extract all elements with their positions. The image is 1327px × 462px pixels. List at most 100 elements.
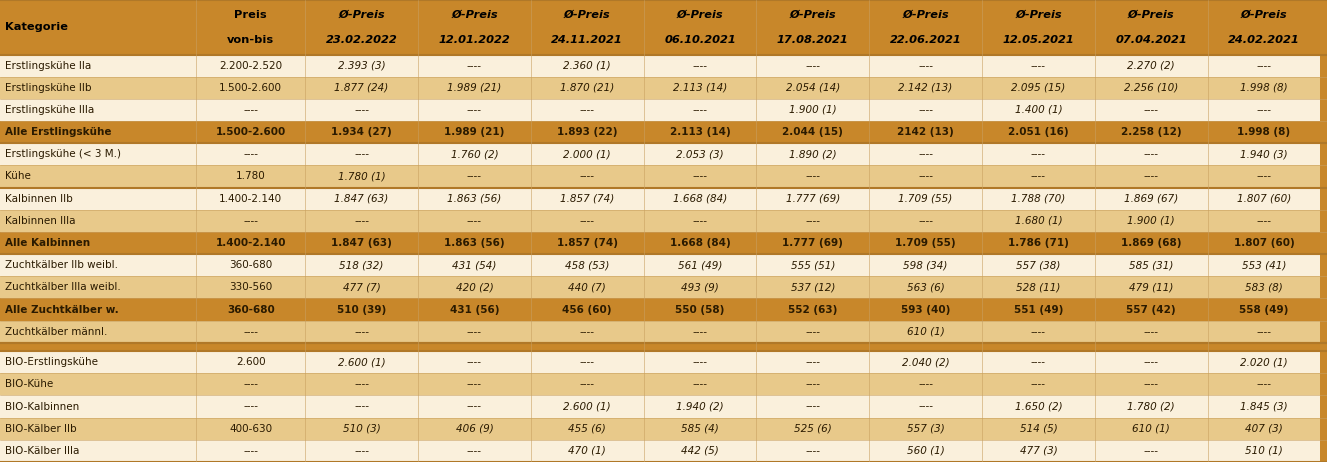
Bar [418,210,531,232]
Bar [0,121,196,143]
Text: ----: ---- [918,216,933,226]
Text: 1.668 (84): 1.668 (84) [670,238,730,248]
Bar [869,343,982,351]
Text: ----: ---- [580,357,594,367]
Text: 360-680: 360-680 [227,304,275,315]
Text: 514 (5): 514 (5) [1019,424,1058,434]
Bar [756,0,869,55]
Bar [305,232,418,254]
Text: 2142 (13): 2142 (13) [897,127,954,137]
Text: Erstlingskühe IIa: Erstlingskühe IIa [5,61,92,71]
Bar [0,232,196,254]
Text: 1.777 (69): 1.777 (69) [786,194,840,204]
Text: ----: ---- [693,171,707,182]
Bar [531,254,644,276]
Text: Erstlingskühe IIIa: Erstlingskühe IIIa [5,105,94,115]
Bar [869,165,982,188]
Bar [196,254,305,276]
Bar [644,55,756,77]
Text: ----: ---- [1031,379,1046,389]
Text: 553 (41): 553 (41) [1242,260,1286,270]
Bar [305,321,418,343]
Text: von-bis: von-bis [227,35,275,45]
Text: 1.890 (2): 1.890 (2) [790,149,836,159]
Bar [756,55,869,77]
Text: ----: ---- [467,401,482,412]
Text: ----: ---- [1031,327,1046,337]
Bar [982,276,1095,298]
Text: ----: ---- [805,357,820,367]
Text: 1.877 (24): 1.877 (24) [334,83,389,93]
Text: 2.270 (2): 2.270 (2) [1128,61,1174,71]
Text: ----: ---- [580,216,594,226]
Text: 330-560: 330-560 [230,282,272,292]
Bar [305,418,418,440]
Bar [756,143,869,165]
Bar [756,373,869,395]
Bar [305,55,418,77]
Text: ----: ---- [805,171,820,182]
Text: 557 (3): 557 (3) [906,424,945,434]
Bar [1208,0,1320,55]
Text: 1.940 (3): 1.940 (3) [1241,149,1287,159]
Text: 07.04.2021: 07.04.2021 [1115,35,1188,45]
Bar [418,373,531,395]
Bar [1095,143,1208,165]
Text: 598 (34): 598 (34) [904,260,947,270]
Bar [0,351,196,373]
Bar [0,55,196,77]
Text: 1.940 (2): 1.940 (2) [677,401,723,412]
Bar [756,232,869,254]
Text: 1.780: 1.780 [236,171,265,182]
Bar [756,418,869,440]
Text: 1.500-2.600: 1.500-2.600 [216,127,285,137]
Text: ----: ---- [243,216,259,226]
Text: ----: ---- [805,379,820,389]
Text: ----: ---- [693,216,707,226]
Text: ----: ---- [354,401,369,412]
Bar [644,165,756,188]
Bar [756,99,869,121]
Bar [196,343,305,351]
Bar [418,0,531,55]
Bar [531,373,644,395]
Text: 537 (12): 537 (12) [791,282,835,292]
Bar [982,210,1095,232]
Bar [0,254,196,276]
Bar [1095,373,1208,395]
Bar [1208,276,1320,298]
Bar [418,254,531,276]
Bar [1095,55,1208,77]
Text: ----: ---- [580,171,594,182]
Bar [1095,0,1208,55]
Text: ----: ---- [918,401,933,412]
Text: Alle Kalbinnen: Alle Kalbinnen [5,238,90,248]
Bar [418,165,531,188]
Text: 24.11.2021: 24.11.2021 [551,35,624,45]
Text: 1.863 (56): 1.863 (56) [447,194,502,204]
Bar [869,351,982,373]
Bar [644,298,756,321]
Text: 610 (1): 610 (1) [906,327,945,337]
Bar [1208,55,1320,77]
Text: Zuchtkälber IIb weibl.: Zuchtkälber IIb weibl. [5,260,118,270]
Bar [982,321,1095,343]
Bar [869,55,982,77]
Bar [756,276,869,298]
Text: Ø-Preis: Ø-Preis [1015,10,1062,20]
Bar [756,321,869,343]
Bar [305,143,418,165]
Text: ----: ---- [1144,327,1158,337]
Bar [1208,254,1320,276]
Bar [869,232,982,254]
Bar [1095,77,1208,99]
Bar [0,395,196,418]
Text: 1.780 (2): 1.780 (2) [1128,401,1174,412]
Text: 477 (7): 477 (7) [342,282,381,292]
Text: 2.600 (1): 2.600 (1) [338,357,385,367]
Bar [531,351,644,373]
Text: Ø-Preis: Ø-Preis [1241,10,1287,20]
Text: 477 (3): 477 (3) [1019,446,1058,456]
Bar [1208,373,1320,395]
Text: Ø-Preis: Ø-Preis [451,10,498,20]
